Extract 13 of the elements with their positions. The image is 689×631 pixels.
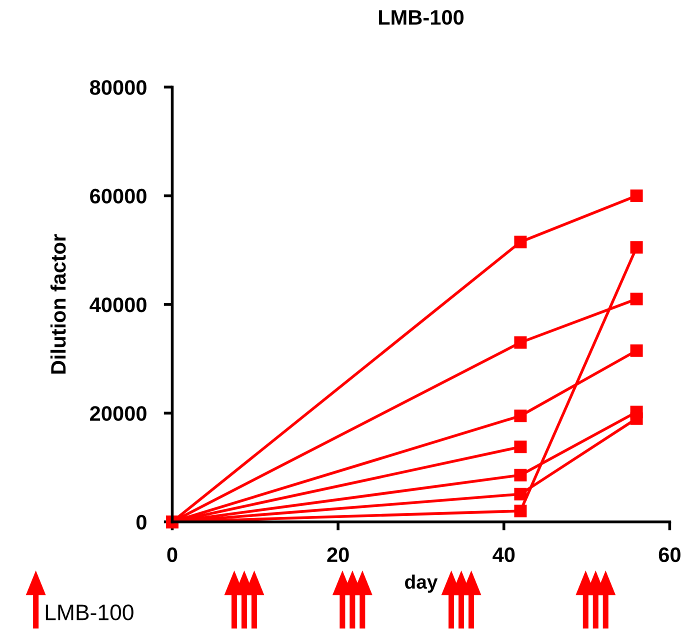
y-axis-title: Dilution factor (50, 234, 66, 374)
x-tick-label: 20 (327, 547, 349, 562)
text: LMB-100 (46, 604, 134, 620)
y-tick-label: 20000 (90, 406, 146, 421)
chart-title: LMB-100 (378, 10, 464, 25)
x-tick-label: 0 (167, 547, 178, 562)
x-tick-label: 60 (658, 547, 680, 562)
x-tick-label: 40 (492, 547, 515, 562)
y-tick-label: 60000 (90, 188, 146, 204)
y-tick-label: 0 (136, 514, 146, 530)
y-tick-label: 40000 (90, 297, 146, 312)
x-axis-title: day (405, 574, 438, 593)
y-tick-label: 80000 (90, 80, 146, 95)
